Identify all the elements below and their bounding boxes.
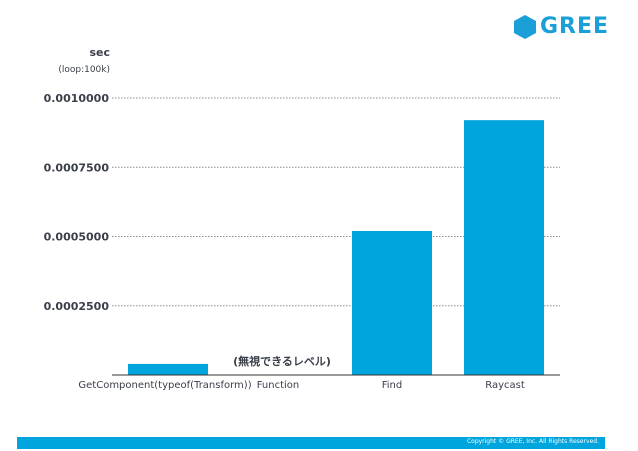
- x-tick-label: Raycast: [485, 380, 525, 391]
- x-tick-label: Function: [257, 380, 300, 391]
- footer-bar: Copyright © GREE, Inc. All Rights Reserv…: [17, 437, 605, 449]
- y-tick-label: 0.0005000: [44, 231, 110, 244]
- bar: [352, 230, 432, 375]
- bar: [464, 120, 544, 375]
- bar-chart: 0.0002500 0.0005000 0.0007500 0.0010000 GetC…: [44, 92, 560, 391]
- brand-name: GREE: [540, 14, 610, 39]
- copyright-text: Copyright © GREE, Inc. All Rights Reserv…: [466, 438, 599, 445]
- y-axis-label: sec: [89, 46, 110, 59]
- gree-logo: GREE: [514, 14, 609, 39]
- chart-annotation: (無視できるレベル): [233, 354, 331, 368]
- y-axis-sublabel: (loop:100k): [58, 65, 110, 75]
- y-tick-label: 0.0007500: [44, 161, 110, 174]
- x-tick-label: Find: [382, 380, 403, 391]
- bar: [128, 363, 208, 375]
- y-tick-label: 0.0002500: [44, 300, 110, 313]
- x-tick-label: GetComponent(typeof(Transform)): [78, 380, 251, 391]
- hexagon-logo-icon: [514, 14, 536, 39]
- y-tick-label: 0.0010000: [44, 92, 110, 105]
